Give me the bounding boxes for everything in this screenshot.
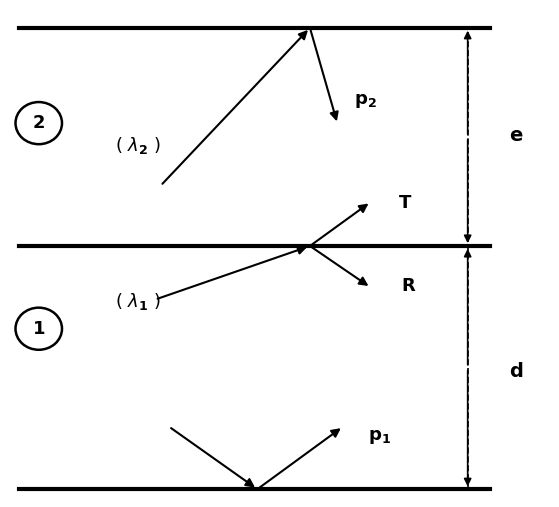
- Text: ( $\lambda_\mathbf{1}$ ): ( $\lambda_\mathbf{1}$ ): [116, 291, 162, 312]
- Text: $\mathbf{p_1}$: $\mathbf{p_1}$: [368, 427, 391, 446]
- Text: $\mathbf{p_2}$: $\mathbf{p_2}$: [354, 92, 377, 110]
- Text: $\mathbf{T}$: $\mathbf{T}$: [399, 194, 413, 212]
- Text: $\mathbf{R}$: $\mathbf{R}$: [401, 277, 416, 295]
- Text: $\mathbf{e}$: $\mathbf{e}$: [509, 126, 524, 145]
- Text: 1: 1: [32, 320, 45, 338]
- Text: $\mathbf{d}$: $\mathbf{d}$: [509, 362, 523, 381]
- Text: ( $\lambda_\mathbf{2}$ ): ( $\lambda_\mathbf{2}$ ): [116, 135, 162, 156]
- Text: 2: 2: [32, 114, 45, 132]
